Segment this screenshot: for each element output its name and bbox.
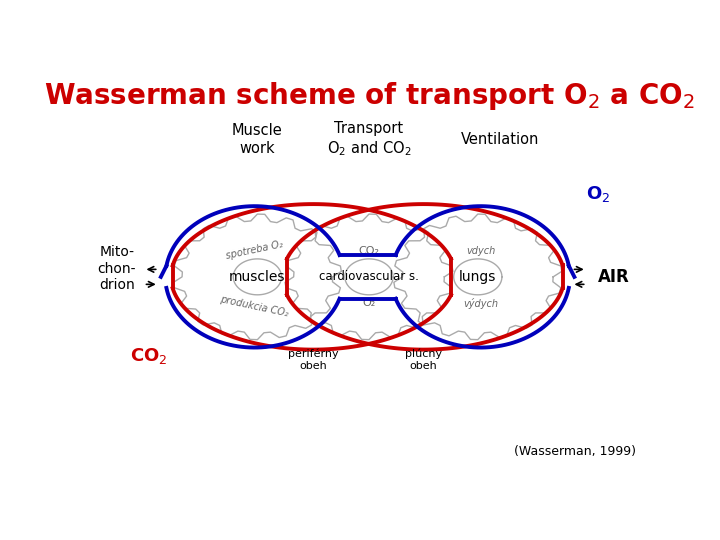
Text: muscles: muscles <box>229 270 286 284</box>
Text: cardiovascular s.: cardiovascular s. <box>319 271 419 284</box>
Text: periférny
obeh: periférny obeh <box>288 349 338 371</box>
Text: O₂: O₂ <box>362 298 376 308</box>
Text: produkcia CO₂: produkcia CO₂ <box>220 294 289 318</box>
Text: Ventilation: Ventilation <box>461 132 539 147</box>
Text: Transport
O$_2$ and CO$_2$: Transport O$_2$ and CO$_2$ <box>327 122 411 158</box>
Text: CO₂: CO₂ <box>359 246 379 255</box>
Text: O$_2$: O$_2$ <box>585 184 610 204</box>
Text: Mito-
chon-
drion: Mito- chon- drion <box>97 245 136 292</box>
Text: CO$_2$: CO$_2$ <box>130 346 167 366</box>
Text: AIR: AIR <box>598 268 629 286</box>
Text: lungs: lungs <box>459 270 497 284</box>
Text: spotreba O₂: spotreba O₂ <box>225 239 284 261</box>
Text: Muscle
work: Muscle work <box>232 124 283 156</box>
Text: výdych: výdych <box>463 298 498 308</box>
Text: vdych: vdych <box>466 246 495 255</box>
Text: Wasserman scheme of transport O$_2$ a CO$_2$: Wasserman scheme of transport O$_2$ a CO… <box>44 80 694 112</box>
Text: plúcny
obeh: plúcny obeh <box>405 349 442 371</box>
Text: (Wasserman, 1999): (Wasserman, 1999) <box>515 445 636 458</box>
